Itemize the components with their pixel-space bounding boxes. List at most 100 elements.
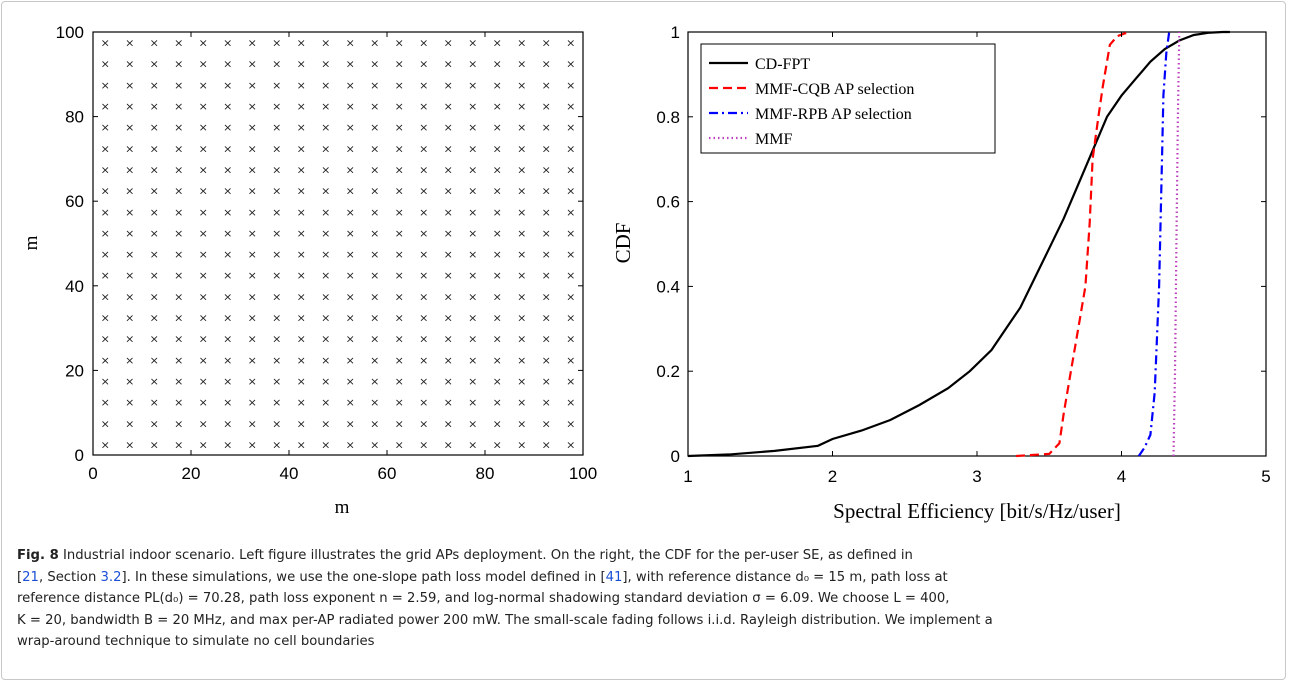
ap-marker: × (174, 312, 183, 325)
ap-marker: × (125, 142, 134, 155)
ap-marker: × (419, 185, 428, 198)
ap-marker: × (199, 79, 208, 92)
ap-marker: × (101, 227, 110, 240)
ap-marker: × (468, 354, 477, 367)
ap-marker: × (101, 354, 110, 367)
ap-grid-chart: × × × × × × × × × × × × × × × × × × × × × × × × × × × × × × × × × × × × × × × ×… (21, 23, 597, 518)
ap-marker: × (150, 142, 159, 155)
ap-marker: × (370, 333, 379, 346)
ap-marker: × (468, 163, 477, 176)
ap-marker: × (223, 375, 232, 388)
ap-marker: × (542, 121, 551, 134)
y-tick-label: 100 (56, 23, 84, 42)
ap-marker: × (566, 79, 575, 92)
ap-marker: × (223, 142, 232, 155)
ap-marker: × (199, 100, 208, 113)
ap-marker: × (444, 438, 453, 451)
ap-marker: × (125, 100, 134, 113)
ap-marker: × (468, 121, 477, 134)
ap-marker: × (297, 417, 306, 430)
ap-marker: × (542, 438, 551, 451)
ap-marker: × (493, 375, 502, 388)
ap-marker: × (321, 58, 330, 71)
ap-marker: × (517, 396, 526, 409)
ap-marker: × (542, 100, 551, 113)
x-tick-label: 80 (476, 464, 495, 483)
series-line-3 (1172, 31, 1181, 457)
ap-marker: × (517, 375, 526, 388)
ap-marker: × (150, 375, 159, 388)
ap-marker: × (517, 333, 526, 346)
ap-marker: × (321, 100, 330, 113)
ap-marker: × (150, 269, 159, 282)
ap-marker: × (395, 375, 404, 388)
x-tick-label: 1 (683, 467, 692, 486)
ap-marker: × (542, 185, 551, 198)
ap-marker: × (493, 354, 502, 367)
ap-marker: × (542, 37, 551, 50)
ap-marker: × (248, 333, 257, 346)
ap-marker: × (444, 375, 453, 388)
ap-marker: × (419, 396, 428, 409)
caption-ref-21[interactable]: 21 (22, 569, 39, 585)
ap-marker: × (174, 79, 183, 92)
ap-marker: × (395, 163, 404, 176)
ap-marker: × (321, 290, 330, 303)
ap-marker: × (542, 333, 551, 346)
ap-marker: × (248, 312, 257, 325)
ap-marker: × (493, 312, 502, 325)
ap-marker: × (346, 142, 355, 155)
ap-marker: × (321, 206, 330, 219)
ap-marker: × (101, 290, 110, 303)
ap-marker: × (542, 206, 551, 219)
ap-marker: × (542, 79, 551, 92)
left-x-axis-label: m (335, 497, 350, 518)
y-tick-label: 0.2 (656, 362, 680, 381)
ap-marker: × (346, 375, 355, 388)
ap-marker: × (542, 396, 551, 409)
ap-marker: × (174, 206, 183, 219)
ap-marker: × (419, 163, 428, 176)
ap-marker: × (101, 100, 110, 113)
ap-marker: × (444, 354, 453, 367)
ap-markers: × × × × × × × × × × × × × × × × × × × × × × × × × × × × × × × × × × × × × × × ×… (101, 37, 576, 452)
ap-marker: × (223, 58, 232, 71)
ap-marker: × (444, 417, 453, 430)
ap-marker: × (444, 79, 453, 92)
ap-marker: × (395, 79, 404, 92)
ap-marker: × (199, 396, 208, 409)
ap-marker: × (125, 333, 134, 346)
ap-marker: × (174, 333, 183, 346)
ap-marker: × (542, 163, 551, 176)
y-tick-label: 0 (671, 447, 680, 466)
caption-ref-section[interactable]: 3.2 (100, 569, 122, 585)
ap-marker: × (174, 142, 183, 155)
ap-marker: × (444, 248, 453, 261)
ap-marker: × (566, 375, 575, 388)
y-tick-label: 0.8 (656, 108, 680, 127)
ap-marker: × (419, 121, 428, 134)
ap-marker: × (542, 375, 551, 388)
ap-marker: × (370, 121, 379, 134)
caption-ref-41[interactable]: 41 (605, 569, 623, 585)
ap-marker: × (346, 290, 355, 303)
ap-marker: × (297, 121, 306, 134)
ap-marker: × (468, 396, 477, 409)
caption-line-4: K = 20, bandwidth B = 20 MHz, and max pe… (17, 612, 993, 628)
ap-marker: × (248, 438, 257, 451)
ap-marker: × (419, 354, 428, 367)
ap-marker: × (419, 269, 428, 282)
ap-marker: × (223, 227, 232, 240)
ap-marker: × (444, 100, 453, 113)
ap-marker: × (125, 163, 134, 176)
ap-marker: × (199, 185, 208, 198)
y-tick-label: 80 (65, 108, 84, 127)
y-tick-label: 0 (75, 446, 84, 465)
ap-marker: × (419, 333, 428, 346)
ap-marker: × (517, 290, 526, 303)
ap-marker: × (419, 438, 428, 451)
ap-marker: × (125, 227, 134, 240)
ap-marker: × (223, 354, 232, 367)
ap-marker: × (174, 417, 183, 430)
ap-marker: × (297, 375, 306, 388)
